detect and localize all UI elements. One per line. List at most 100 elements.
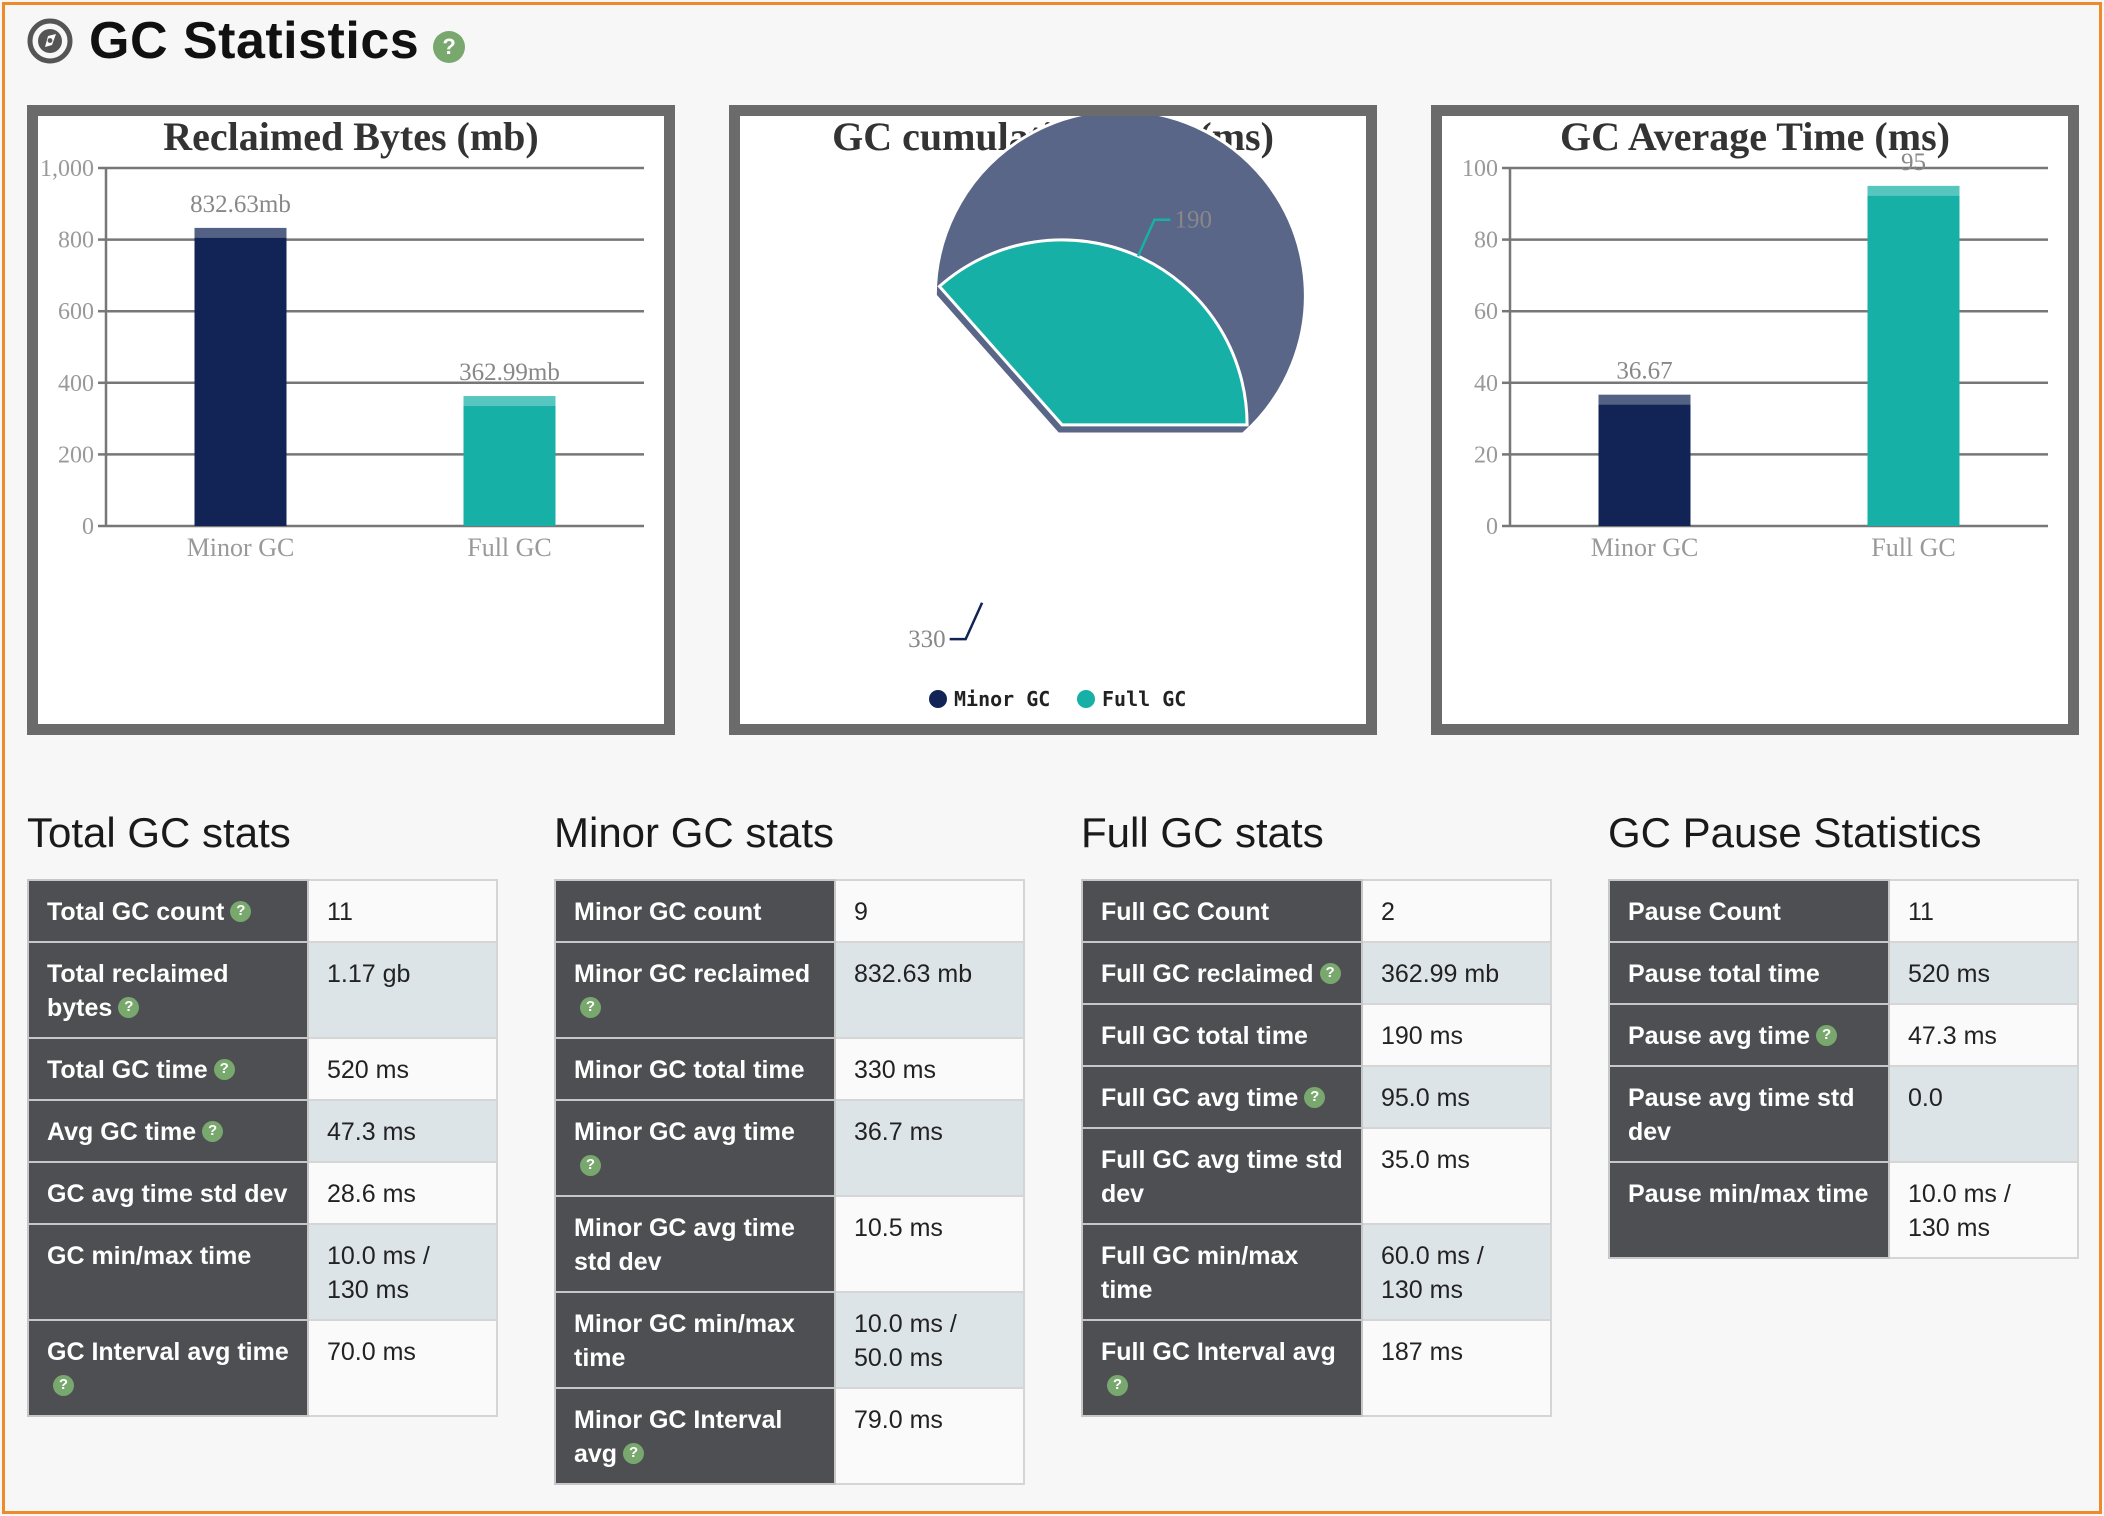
stat-key-label: Minor GC count [574,898,762,926]
stat-key-label: Full GC Interval avg [1101,1338,1336,1366]
stat-key-label: Pause total time [1628,960,1820,988]
question-circle-icon[interactable]: ? [1816,1024,1838,1046]
chart-title: GC Average Time (ms) [1560,116,1950,159]
table-row: GC avg time std dev 28.6 ms [27,1161,498,1225]
stat-key-label: Full GC avg time [1101,1084,1299,1112]
stat-key-label: Pause Count [1628,898,1781,926]
total-gc-stats-title: Total GC stats [27,809,291,856]
stat-value: 2 [1361,879,1552,943]
table-row: Full GC Interval avg? 187 ms [1081,1319,1552,1417]
x-tick-label: Full GC [467,533,552,562]
stat-key: Full GC Interval avg? [1081,1319,1363,1417]
stat-value: 35.0 ms [1361,1127,1552,1225]
question-circle-icon[interactable]: ? [53,1374,74,1396]
table-row: Pause avg time? 47.3 ms [1608,1003,2079,1067]
table-row: Minor GC Interval avg? 79.0 ms [554,1387,1025,1485]
legend-marker [1077,690,1095,708]
table-row: Pause avg time std dev 0.0 [1608,1065,2079,1163]
minor-gc-stats-title: Minor GC stats [554,809,835,856]
stat-value: 832.63 mb [834,941,1025,1039]
stat-key-label: GC avg time std dev [47,1180,288,1208]
stat-key: Minor GC min/max time [554,1291,836,1389]
table-row: Full GC reclaimed? 362.99 mb [1081,941,1552,1005]
stat-key: Total reclaimed bytes? [27,941,309,1039]
y-tick-label: 1,000 [40,156,94,182]
table-row: Total reclaimed bytes? 1.17 gb [27,941,498,1039]
stat-key: Pause avg time? [1608,1003,1890,1067]
stat-value: 0.0 [1888,1065,2079,1163]
x-tick-label: Minor GC [187,533,295,562]
bar-highlight [463,396,556,407]
table-row: Avg GC time? 47.3 ms [27,1099,498,1163]
question-circle-icon[interactable]: ? [202,1120,224,1142]
stat-key: GC min/max time [27,1223,309,1321]
stat-key: Full GC avg time? [1081,1065,1363,1129]
data-label: 95 [1901,149,1926,176]
stat-value: 47.3 ms [1888,1003,2079,1067]
stat-key-label: Minor GC avg time [574,1118,795,1146]
table-row: Total GC count? 11 [27,879,498,943]
chart-title: Reclaimed Bytes (mb) [163,116,538,159]
question-circle-icon[interactable]: ? [230,900,252,922]
question-circle-icon[interactable]: ? [580,1154,601,1176]
stat-value: 28.6 ms [307,1161,498,1225]
stat-key-label: Minor GC min/max time [574,1310,795,1372]
question-circle-icon[interactable]: ? [433,31,466,63]
stat-key: Full GC avg time std dev [1081,1127,1363,1225]
full-gc-stats: Full GC stats Full GC Count 2 Full GC recl… [1081,805,1552,1417]
stat-value: 47.3 ms [307,1099,498,1163]
stat-key: Minor GC reclaimed? [554,941,836,1039]
stat-key-label: Total reclaimed bytes [47,960,229,1022]
stat-key-label: Minor GC total time [574,1056,805,1084]
stat-key-label: Minor GC Interval avg [574,1406,783,1468]
bar-highlight [194,227,287,238]
gc-pause-stats-title: GC Pause Statistics [1608,809,1982,856]
stat-key-label: Avg GC time [47,1118,197,1146]
stat-key: Minor GC total time [554,1037,836,1101]
y-tick-label: 20 [1474,442,1498,468]
stat-value: 11 [307,879,498,943]
table-row: GC Interval avg time? 70.0 ms [27,1319,498,1417]
table-row: Total GC time? 520 ms [27,1037,498,1101]
table-row: Full GC Count 2 [1081,879,1552,943]
stat-value: 60.0 ms / 130 ms [1361,1223,1552,1321]
stat-key-label: Minor GC avg time std dev [574,1214,795,1276]
stat-value: 70.0 ms [307,1319,498,1417]
question-circle-icon[interactable]: ? [1319,962,1341,984]
stat-key: Full GC min/max time [1081,1223,1363,1321]
x-tick-label: Minor GC [1591,533,1699,562]
stat-key: Minor GC avg time std dev [554,1195,836,1293]
stat-value: 1.17 gb [307,941,498,1039]
question-circle-icon[interactable]: ? [1304,1086,1326,1108]
question-circle-icon[interactable]: ? [1107,1374,1128,1396]
stat-value: 79.0 ms [834,1387,1025,1485]
stat-value: 10.0 ms / 130 ms [307,1223,498,1321]
table-row: Full GC min/max time 60.0 ms / 130 ms [1081,1223,1552,1321]
bar-highlight [1598,394,1691,405]
x-tick-label: Full GC [1871,533,1956,562]
stat-key: Pause total time [1608,941,1890,1005]
stat-key-label: GC Interval avg time [47,1338,289,1366]
question-circle-icon[interactable]: ? [118,996,140,1018]
pie-leader-full-gc [1136,218,1171,257]
data-label: 832.63mb [190,191,291,218]
full-gc-stats-table: Full GC Count 2 Full GC reclaimed? 362.99 m… [1081,879,1552,1417]
question-circle-icon[interactable]: ? [213,1058,235,1080]
stat-key: Total GC time? [27,1037,309,1101]
stat-key-label: Full GC avg time std dev [1101,1146,1343,1208]
y-tick-label: 60 [1474,299,1498,325]
question-circle-icon[interactable]: ? [580,996,601,1018]
question-circle-icon[interactable]: ? [623,1442,645,1464]
table-row: Pause Count 11 [1608,879,2079,943]
legend-marker [929,690,947,708]
table-row: Minor GC reclaimed? 832.63 mb [554,941,1025,1039]
y-tick-label: 100 [1462,156,1498,182]
reclaimed-bytes-svg: Reclaimed Bytes (mb) 0 200 400 600 800 1,000 83… [40,116,644,562]
bar-full-gc [463,396,556,526]
stat-key-label: Total GC time [47,1056,208,1084]
compass-icon [27,18,73,64]
stat-key-label: Full GC total time [1101,1022,1308,1050]
data-label: 362.99mb [459,359,560,386]
